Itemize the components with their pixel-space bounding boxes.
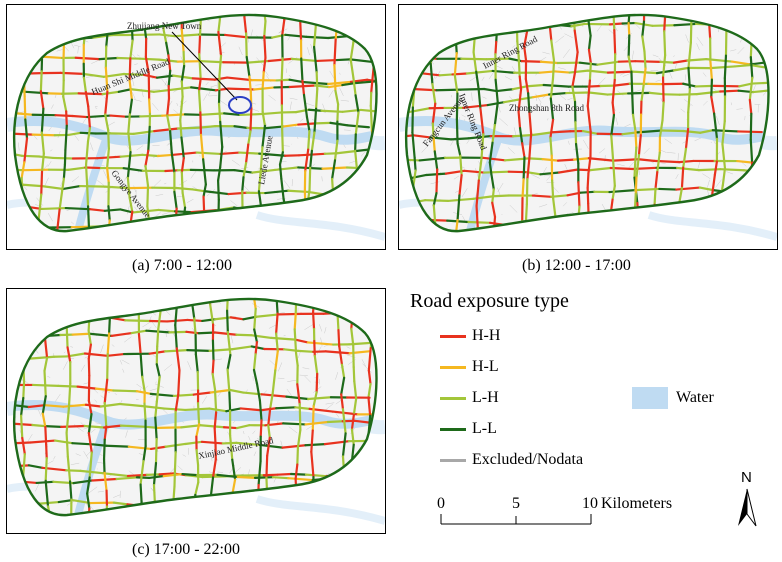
legend-item-ll: L-L: [440, 418, 497, 440]
scale-tick-0: 0: [437, 495, 445, 512]
caption-c: (c) 17:00 - 22:00: [132, 541, 240, 558]
legend-item-hl: H-L: [440, 356, 499, 378]
legend-label-ll: L-L: [472, 420, 497, 437]
scale-tick-10: 10: [582, 495, 598, 512]
legend-label-hh: H-H: [472, 327, 501, 344]
legend-label-lh: L-H: [472, 389, 499, 406]
map-panel-a: Zhujiang New Town Huan Shi Middle Road L…: [6, 4, 386, 250]
map-layers: [7, 297, 385, 525]
legend-swatch-lh: [440, 396, 466, 400]
scale-bar: [440, 514, 592, 525]
map-panel-b: Inner Ring Road Inner Ring Road Zhongsha…: [398, 4, 778, 250]
map-c: Xinjiao Middle Road: [7, 297, 385, 525]
north-label: N: [741, 469, 752, 486]
scale-tick-5: 5: [512, 495, 520, 512]
legend-item-lh: L-H: [440, 387, 499, 409]
callout-line: [171, 31, 238, 101]
caption-b: (b) 12:00 - 17:00: [522, 257, 631, 274]
legend-swatch-ll: [440, 427, 466, 431]
map-b: Inner Ring Road Inner Ring Road Zhongsha…: [399, 13, 777, 241]
label-zhongshan-8th-road: Zhongshan 8th Road: [509, 103, 584, 113]
map-a: Zhujiang New Town Huan Shi Middle Road L…: [7, 13, 385, 241]
label-zhujiang-new-town: Zhujiang New Town: [127, 21, 202, 31]
legend-swatch-hl: [440, 365, 466, 369]
legend-swatch-excluded: [440, 458, 466, 462]
legend-label-hl: H-L: [472, 358, 499, 375]
legend-label-excluded: Excluded/Nodata: [472, 451, 584, 468]
legend-title: Road exposure type: [410, 290, 569, 312]
highlight-circle: [228, 96, 252, 114]
map-layers: [399, 13, 777, 241]
legend-item-excluded: Excluded/Nodata: [440, 449, 583, 471]
map-layers: [7, 13, 385, 241]
caption-a: (a) 7:00 - 12:00: [132, 257, 232, 274]
legend-item-hh: H-H: [440, 325, 500, 347]
legend-swatch-water: [632, 387, 668, 409]
legend-swatch-hh: [440, 334, 466, 338]
scale-unit: Kilometers: [601, 495, 673, 512]
map-panel-c: Xinjiao Middle Road: [6, 288, 386, 534]
legend-label-water: Water: [676, 389, 714, 406]
north-arrow-icon: [738, 488, 757, 527]
